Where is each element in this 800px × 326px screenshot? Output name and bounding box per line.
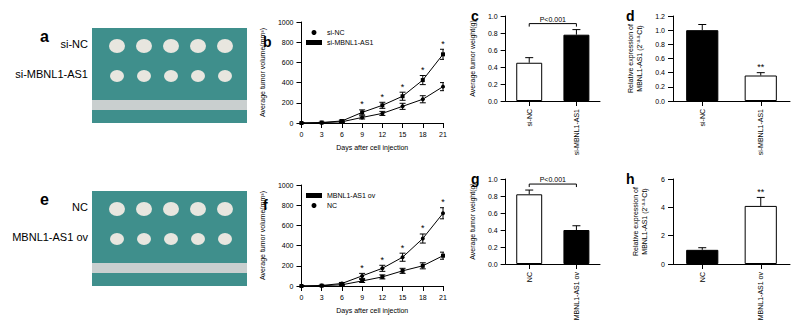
svg-text:*: * [441,197,445,207]
svg-text:h: h [626,171,635,187]
svg-text:800: 800 [282,39,294,46]
svg-text:*: * [401,243,405,253]
svg-text:0.8: 0.8 [488,193,498,200]
html-text:NC: NC [72,201,88,213]
svg-text:*: * [360,263,364,273]
svg-text:12: 12 [378,294,386,301]
svg-text:15: 15 [399,294,407,301]
svg-text:0.0: 0.0 [488,261,498,268]
svg-text:0: 0 [661,261,665,268]
svg-text:2: 2 [661,232,665,239]
svg-text:200: 200 [282,262,294,269]
svg-text:Relative expression of: Relative expression of [632,187,640,256]
svg-text:1000: 1000 [278,19,294,26]
svg-text:Average tumor weight(g): Average tumor weight(g) [469,183,477,260]
svg-text:0: 0 [300,131,304,138]
svg-text:MBNL1-AS1 (2⁻ᐞᐞCt): MBNL1-AS1 (2⁻ᐞᐞCt) [641,188,649,254]
svg-text:0.2: 0.2 [488,81,498,88]
svg-text:g: g [471,171,480,187]
svg-text:si-NC: si-NC [526,109,533,127]
svg-text:400: 400 [282,242,294,249]
svg-text:0.0: 0.0 [655,98,665,105]
svg-text:1.2: 1.2 [655,13,665,20]
svg-text:**: ** [757,62,765,72]
svg-text:P<0.001: P<0.001 [540,176,566,183]
svg-text:0: 0 [290,120,294,127]
svg-text:**: ** [757,187,765,197]
svg-text:6: 6 [661,176,665,183]
svg-text:1.0: 1.0 [488,13,498,20]
svg-text:1.0: 1.0 [655,27,665,34]
svg-text:3: 3 [320,131,324,138]
svg-text:*: * [421,65,425,75]
svg-text:21: 21 [439,294,447,301]
svg-text:P<0.001: P<0.001 [540,16,566,23]
svg-text:si-NC: si-NC [327,29,345,36]
html-text:e: e [40,191,49,208]
svg-text:1000: 1000 [278,182,294,189]
svg-text:NC: NC [526,272,533,282]
svg-text:400: 400 [282,79,294,86]
svg-text:d: d [626,8,635,24]
svg-text:0: 0 [300,294,304,301]
svg-text:si-NC: si-NC [699,109,706,127]
svg-text:*: * [421,223,425,233]
svg-text:0.6: 0.6 [655,55,665,62]
html-text:MBNL1-AS1 ov: MBNL1-AS1 ov [12,231,88,243]
svg-text:18: 18 [419,294,427,301]
svg-text:MBNL1-AS1 ov: MBNL1-AS1 ov [573,272,580,321]
svg-text:*: * [381,92,385,102]
svg-text:0.4: 0.4 [488,227,498,234]
svg-text:*: * [401,82,405,92]
svg-text:si-MBNL1-AS1: si-MBNL1-AS1 [757,109,764,155]
svg-text:MBNL1-AS1 ov: MBNL1-AS1 ov [327,192,376,199]
svg-text:MBNL1-AS1 ov: MBNL1-AS1 ov [757,272,764,321]
svg-text:0.2: 0.2 [488,244,498,251]
svg-text:0.6: 0.6 [488,47,498,54]
html-text:si-MBNL1-AS1: si-MBNL1-AS1 [15,68,88,80]
svg-text:0.4: 0.4 [655,69,665,76]
svg-text:*: * [441,39,445,49]
svg-text:9: 9 [360,131,364,138]
svg-text:0.2: 0.2 [655,83,665,90]
svg-text:b: b [263,34,272,50]
svg-text:0.6: 0.6 [488,210,498,217]
svg-text:3: 3 [320,294,324,301]
svg-text:0.8: 0.8 [655,41,665,48]
svg-text:NC: NC [327,202,337,209]
svg-text:6: 6 [340,131,344,138]
svg-text:Relative expression of: Relative expression of [627,24,635,93]
svg-text:600: 600 [282,222,294,229]
svg-text:si-MBNL1-AS1: si-MBNL1-AS1 [327,39,373,46]
svg-text:18: 18 [419,131,427,138]
svg-text:f: f [263,197,268,213]
svg-text:Average tumor volume(mm³): Average tumor volume(mm³) [259,191,267,280]
svg-text:1.0: 1.0 [488,176,498,183]
svg-text:4: 4 [661,204,665,211]
svg-text:15: 15 [399,131,407,138]
svg-text:Days after cell injection: Days after cell injection [336,144,408,152]
svg-text:21: 21 [439,131,447,138]
svg-text:Days after cell injection: Days after cell injection [336,307,408,315]
html-text:si-NC: si-NC [60,38,88,50]
svg-text:NC: NC [699,272,706,282]
svg-text:*: * [360,99,364,109]
svg-text:800: 800 [282,202,294,209]
html-text:a: a [40,28,49,45]
svg-text:12: 12 [378,131,386,138]
svg-text:0.8: 0.8 [488,30,498,37]
svg-text:si-MBNL1-AS1: si-MBNL1-AS1 [573,109,580,155]
svg-text:*: * [381,255,385,265]
svg-text:600: 600 [282,59,294,66]
svg-text:6: 6 [340,294,344,301]
svg-text:0: 0 [290,283,294,290]
svg-text:Average tumor volume(mm³): Average tumor volume(mm³) [259,28,266,117]
svg-text:9: 9 [360,294,364,301]
svg-text:200: 200 [282,99,294,106]
svg-text:0.4: 0.4 [488,64,498,71]
svg-text:c: c [471,8,479,24]
svg-text:MBNL1-AS1 (2⁻ᐞᐞCt): MBNL1-AS1 (2⁻ᐞᐞCt) [636,25,644,91]
svg-text:0.0: 0.0 [488,98,498,105]
svg-text:Average tumor weight(g): Average tumor weight(g) [469,20,477,97]
